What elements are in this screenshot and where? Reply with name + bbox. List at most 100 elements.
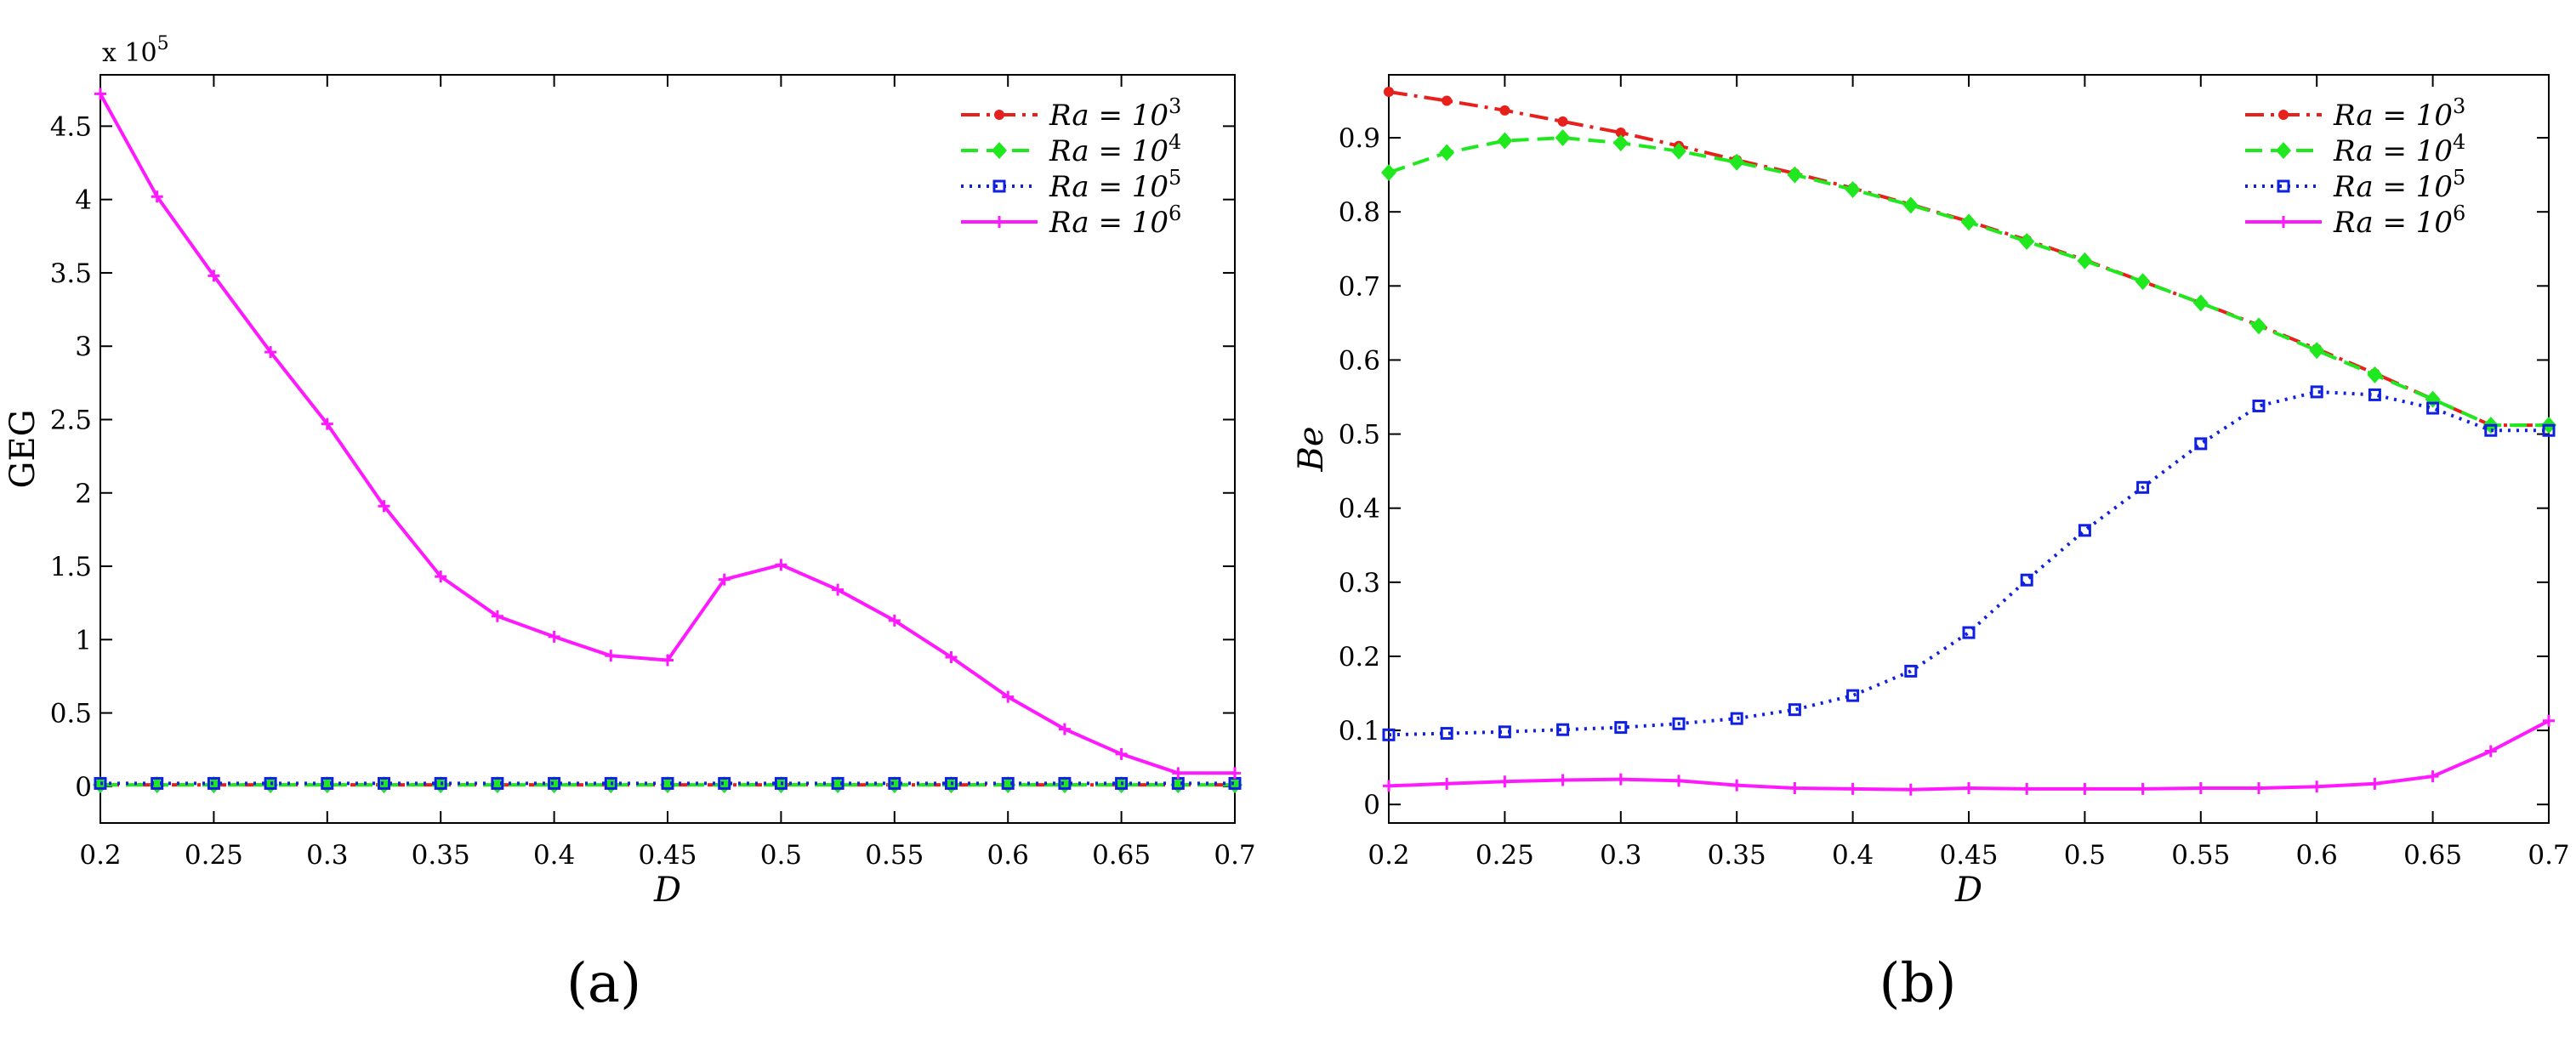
panel-a-x-tick-label: 0.4 (533, 840, 575, 871)
panel-b-series-4 (1383, 714, 2555, 796)
panel-b-legend-label: Ra = 105 (2333, 166, 2465, 204)
panel-b-data-point (2311, 780, 2323, 793)
panel-b-data-point (1787, 166, 1803, 184)
panel-b-x-tick-label: 0.2 (1368, 840, 1409, 871)
panel-b-data-point (1788, 703, 1801, 717)
panel-a-data-point (94, 776, 107, 790)
panel-b-series (1381, 87, 2556, 796)
panel-b-data-point (1729, 153, 1745, 171)
legend-label-base: Ra = 10 (1049, 134, 1169, 168)
panel-b-data-point (1383, 780, 1395, 792)
panel-b-data-point (1498, 725, 1511, 739)
panel-a-data-point (605, 650, 617, 662)
panel-a-scale-exponent: 5 (157, 33, 169, 54)
panel-b-data-point (2309, 342, 2325, 360)
panel-b-data-point (1788, 782, 1801, 795)
panel-a-y-tick-label: 4.5 (50, 111, 92, 142)
panel-b-data-point (1614, 721, 1628, 735)
panel-a-y-tick-label: 3.5 (50, 258, 92, 289)
panel-a-data-point (718, 573, 731, 586)
legend-label-exponent: 6 (1169, 201, 1181, 225)
panel-a-data-point (207, 776, 220, 790)
panel-b-x-tick-label: 0.6 (2296, 840, 2338, 871)
panel-a-data-point (662, 654, 674, 667)
panel-b-data-point (1615, 127, 1626, 138)
panel-a-data-point (718, 776, 731, 790)
legend-label-exponent: 3 (2453, 94, 2465, 118)
panel-b-series-line (1388, 389, 2549, 737)
panel-b-data-point (2368, 388, 2381, 401)
panel-b-data-point (2543, 714, 2555, 727)
panel-b-data-point (2310, 385, 2323, 399)
panel-a-x-tick-label: 0.55 (865, 840, 924, 871)
panel-b-data-point (2078, 782, 2091, 795)
panel-a-x-axis-title: D (653, 871, 681, 910)
panel-a-series (93, 88, 1243, 794)
panel-b-data-point (1440, 727, 1453, 741)
panel-a-scale-prefix: x 10 (102, 38, 157, 68)
panel-a-data-point (945, 651, 958, 664)
panel-a-data-point (1115, 776, 1129, 790)
panel-a-data-point (378, 500, 390, 513)
panel-b-y-tick-label: 0.9 (1339, 123, 1380, 154)
panel-b-data-point (2253, 782, 2265, 795)
panel-b-y-tick-label: 0.6 (1339, 345, 1380, 376)
panel-b-data-point (1902, 196, 1919, 214)
panel-b-y-tick-label: 0.5 (1339, 420, 1380, 451)
panel-b-x-tick-label: 0.65 (2403, 840, 2462, 871)
panel-b-data-point (2484, 423, 2498, 437)
panel-b-x-tick-label: 0.45 (1939, 840, 1998, 871)
panel-a-x-tick-label: 0.5 (760, 840, 802, 871)
panel-b-y-tick-label: 0.8 (1339, 197, 1380, 228)
panel-b-data-point (1499, 105, 1510, 116)
panel-a-data-point (1229, 767, 1241, 780)
panel-a-y-tick-label: 1.5 (50, 552, 92, 582)
panel-b-x-tick-label: 0.5 (2064, 840, 2106, 871)
panel-a-y-scale-factor: x 105 (102, 33, 169, 68)
panel-a-x-tick-label: 0.2 (79, 840, 121, 871)
panel-a-data-point (94, 88, 106, 100)
panel-a-legend-entry: Ra = 103 (961, 94, 1181, 133)
legend-label-exponent: 4 (2453, 130, 2465, 154)
panel-b-data-point (2192, 294, 2209, 312)
panel-a-data-point (604, 776, 617, 790)
panel-b-data-point (2135, 273, 2151, 291)
panel-b-data-point (2542, 423, 2556, 437)
panel-b-y-tick-label: 0.1 (1339, 716, 1380, 746)
panel-a-data-point (1001, 776, 1015, 790)
panel-a-data-point (208, 270, 220, 282)
panel-a-data-point (548, 630, 560, 643)
panel-a-y-tick-label: 2.5 (50, 405, 92, 435)
panel-b-data-point (2194, 782, 2207, 795)
panel-b-legend-entry: Ra = 105 (2245, 166, 2465, 204)
panel-a-data-point (321, 417, 333, 430)
panel-a-legend-label: Ra = 103 (1049, 94, 1181, 133)
panel-a-data-point (1058, 723, 1071, 735)
panel-a-data-point (151, 776, 164, 790)
panel-b-data-point (1904, 783, 1917, 796)
panel-a-ticks: 0.2 0.25 0.3 0.35 0.4 0.45 0.5 0.55 0.6 0.65 0.700… (50, 75, 1256, 871)
panel-b-data-point (1846, 689, 1860, 702)
panel-b-data-point (2252, 399, 2266, 412)
legend-label-base: Ra = 10 (2333, 170, 2453, 204)
panel-a-data-point (1115, 747, 1128, 760)
panel-a-data-point (321, 776, 334, 790)
legend-label-exponent: 3 (1169, 94, 1181, 118)
panel-b-data-point (2367, 366, 2383, 383)
panel-b-data-point (2426, 770, 2439, 783)
legend-label-base: Ra = 10 (2333, 134, 2453, 168)
panel-a-y-tick-label: 3 (75, 332, 92, 362)
panel-b-x-tick-label: 0.55 (2171, 840, 2230, 871)
legend-label-exponent: 5 (2453, 166, 2465, 190)
panel-b-x-tick-label: 0.4 (1832, 840, 1874, 871)
panel-b-data-point (1671, 142, 1686, 160)
legend-label-exponent: 4 (1169, 130, 1181, 154)
panel-b-data-point (1555, 129, 1571, 147)
panel-b-ticks: 0.2 0.25 0.3 0.35 0.4 0.45 0.5 0.55 0.6 0.65 0.700… (1339, 75, 2570, 871)
panel-b-data-point (1730, 712, 1743, 725)
panel-b-legend-marker (2277, 216, 2289, 228)
panel-a-series-4 (94, 88, 1241, 780)
panel-b-data-point (1731, 779, 1743, 792)
